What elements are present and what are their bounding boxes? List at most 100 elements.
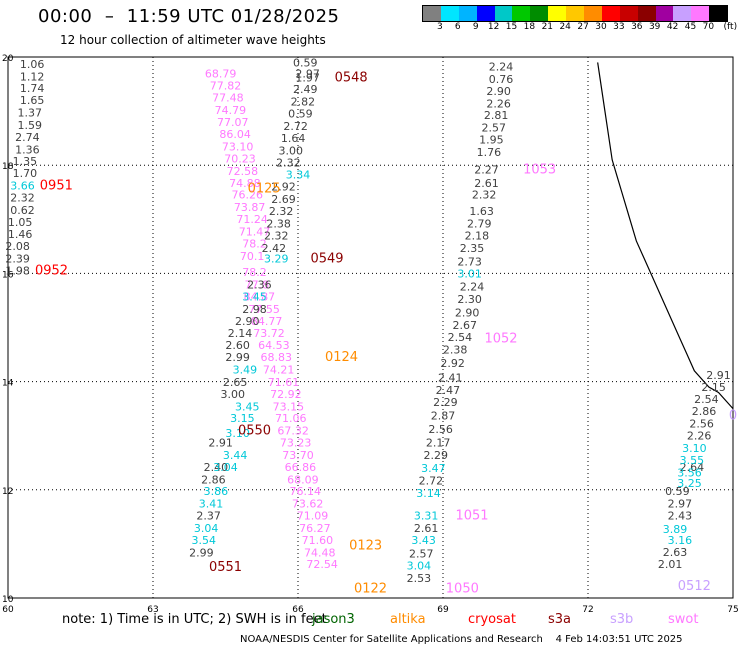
wave-height-label: 3.04 [407,559,432,572]
colorbar-swatch [530,6,549,21]
wave-height-label: 71.06 [275,412,307,425]
wave-height-label: 1.12 [20,70,45,83]
x-tick-label: 72 [582,605,593,615]
colorbar-tick-label: 27 [577,22,589,32]
wave-height-label: 3.10 [682,442,707,455]
wave-height-label: 2.24 [489,61,514,74]
colorbar-tick-label: 42 [666,22,679,32]
wave-height-label: 0.59 [288,108,313,121]
pass-time-label: 1052 [484,332,517,347]
colorbar-swatch [566,6,585,21]
wave-height-label: 2.64 [680,461,705,474]
colorbar-swatch [673,6,692,21]
wave-height-label: 2.26 [687,429,712,442]
wave-height-label: 2.42 [262,242,287,255]
pass-time-label: 0551 [209,560,242,575]
pass-time-label: 0512 [678,579,711,594]
wave-height-label: 2.01 [658,558,683,571]
wave-height-label: 1.70 [13,167,38,180]
wave-height-label: 3.45 [235,400,260,413]
wave-height-label: 74.21 [263,363,295,376]
colorbar-tick-label: 18 [523,22,536,32]
wave-height-label: 2.69 [271,193,296,206]
colorbar-tick-label: 21 [541,22,554,32]
wave-height-label: 1.63 [469,205,494,218]
wave-height-label: 2.14 [228,327,253,340]
wave-height-label: 3.45 [242,290,267,303]
wave-height-label: 84.77 [251,315,283,328]
colorbar-swatch [709,6,728,21]
wave-height-label: 2.63 [663,546,688,559]
wave-height-label: 68.83 [261,351,293,364]
chart-title: 00:00 – 11:59 UTC 01/28/2025 [38,6,340,27]
colorbar-swatch [458,6,477,21]
wave-height-label: 3.56 [677,466,702,479]
wave-height-label: 71.61 [268,376,300,389]
pass-time-label: 0549 [310,252,343,267]
wave-height-label: 0.76 [489,73,514,86]
wave-height-label: 2.53 [407,572,432,585]
wave-height-label: 2.54 [694,393,719,406]
wave-height-label: 2.54 [448,331,473,344]
wave-height-label: 73.72 [253,327,285,340]
footer-note: note: 1) Time is in UTC; 2) SWH is in fe… [62,612,327,627]
wave-height-label: 3.25 [677,477,702,490]
wave-height-label: 74.88 [229,177,261,190]
wave-height-label: 3.14 [416,487,441,500]
colorbar-swatch [548,6,567,21]
wave-height-label: 3.49 [233,363,258,376]
wave-height-label: 2.61 [414,522,439,535]
wave-height-label: 2.92 [440,357,465,370]
wave-height-label: 2.60 [225,339,250,352]
wave-height-label: 1.76 [477,146,502,159]
pass-time-label: 1053 [523,162,556,177]
wave-height-label: 74.79 [215,104,247,117]
wave-height-label: 2.47 [436,384,461,397]
wave-height-label: 2.39 [5,253,30,266]
x-tick-label: 66 [292,605,304,615]
colorbar-swatch [691,6,710,21]
wave-height-label: 3.44 [223,449,248,462]
wave-height-label: 1.06 [20,58,45,71]
colorbar [422,5,729,22]
wave-height-label: 2.61 [474,177,499,190]
colorbar-swatch [440,6,459,21]
wave-height-label: 3.47 [421,462,446,475]
wave-height-label: 3.66 [10,180,35,193]
wave-height-label: 2.87 [431,409,456,422]
colorbar-swatch [423,6,441,21]
satellite-legend-s3b: s3b [610,612,634,627]
wave-height-label: 2.32 [276,156,301,169]
satellite-legend-swot: swot [668,612,699,627]
wave-height-label: 73.87 [234,201,266,214]
x-tick-label: 75 [727,605,738,615]
wave-height-label: 2.56 [689,418,714,431]
wave-height-label: 2.72 [283,120,308,133]
wave-height-label: 72.54 [306,558,338,571]
wave-height-label: 1.36 [15,143,40,156]
wave-height-label: 2.92 [271,181,296,194]
wave-height-label: 2.82 [291,96,316,109]
pass-time-label: 1051 [455,509,488,524]
y-tick-label: 16 [2,270,14,280]
colorbar-tick-label: 9 [472,22,479,32]
wave-height-label: 77.55 [248,303,280,316]
wave-height-label: 71.60 [302,534,334,547]
wave-height-label: 66.86 [285,461,317,474]
wave-height-label: 0.59 [293,57,318,70]
wave-height-label: 71.47 [239,226,271,239]
colorbar-tick-label: 33 [613,22,625,32]
wave-height-label: 73.70 [282,449,314,462]
wave-height-label: 2.74 [15,131,40,144]
wave-height-label: 3.41 [199,498,224,511]
wave-height-label: 1.35 [13,155,38,168]
wave-height-label: 2.90 [235,315,260,328]
wave-height-label: 2.56 [428,423,453,436]
colorbar-tick-label: 36 [631,22,643,32]
wave-height-label: 3.31 [414,510,439,523]
wave-height-label: 76.26 [232,189,264,202]
y-tick-label: 18 [2,162,14,172]
wave-height-label: 2.40 [204,461,229,474]
colorbar-tick-label: 30 [595,22,607,32]
